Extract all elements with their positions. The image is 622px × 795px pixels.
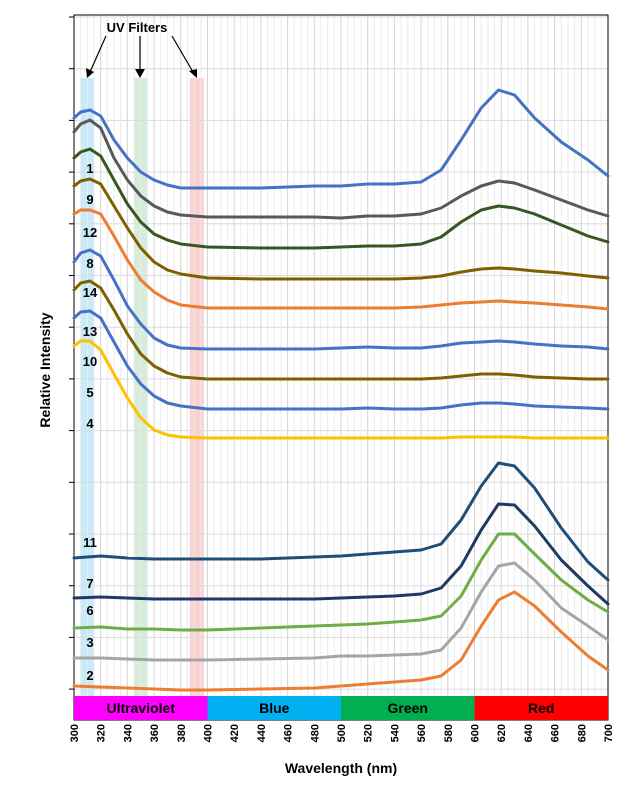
- series-line-4: [72, 339, 610, 440]
- x-tick-label: 700: [603, 724, 615, 742]
- series-line-2: [72, 590, 610, 692]
- band-label-blue: Blue: [259, 700, 290, 716]
- x-tick-label: 540: [389, 724, 401, 742]
- band-ultraviolet: [74, 696, 208, 720]
- x-tick-label: 680: [576, 724, 588, 742]
- series-line-3: [72, 561, 610, 662]
- series-labels: 1 9 12 8 14 13 10 5 4 11 7 6 3 2: [83, 161, 98, 683]
- x-tick-label: 360: [149, 724, 161, 742]
- series-label-9: 9: [86, 192, 93, 207]
- series-label-7: 7: [86, 576, 93, 591]
- series-label-11: 11: [83, 535, 97, 550]
- series-label-8: 8: [86, 256, 93, 271]
- arrow-line-1: [89, 35, 107, 73]
- series-line-9: [72, 118, 610, 220]
- series-line-5: [72, 309, 610, 411]
- x-tick-label: 580: [443, 724, 455, 742]
- series-label-12: 12: [83, 225, 97, 240]
- series-label-5: 5: [86, 385, 93, 400]
- y-axis-label: Relative Intensity: [37, 312, 53, 427]
- x-tick-label: 380: [176, 724, 188, 742]
- series-label-3: 3: [86, 635, 93, 650]
- band-label-green: Green: [388, 700, 428, 716]
- series-lines: [72, 88, 610, 692]
- x-tick-label: 340: [122, 724, 134, 742]
- series-line-7: [72, 502, 610, 606]
- band-green: [341, 696, 475, 720]
- y-tick-marks: [69, 16, 74, 690]
- series-line-14: [72, 208, 610, 311]
- x-tick-label: 300: [69, 724, 81, 742]
- arrow-line-3: [171, 35, 194, 73]
- series-line-12: [72, 147, 610, 250]
- x-tick-label: 500: [336, 724, 348, 742]
- series-line-8: [72, 177, 610, 281]
- series-label-4: 4: [86, 416, 94, 431]
- series-label-6: 6: [86, 603, 93, 618]
- uv-filter-arrows: [86, 35, 197, 78]
- series-label-10: 10: [83, 354, 97, 369]
- x-tick-label: 620: [496, 724, 508, 742]
- band-label-red: Red: [528, 700, 554, 716]
- series-label-13: 13: [83, 324, 97, 339]
- spectral-bands: Ultraviolet Blue Green Red: [74, 696, 608, 720]
- series-label-1: 1: [86, 161, 93, 176]
- band-blue: [207, 696, 341, 720]
- band-red: [474, 696, 608, 720]
- series-label-14: 14: [83, 285, 98, 300]
- arrow-head-3: [189, 69, 197, 78]
- x-tick-label: 660: [550, 724, 562, 742]
- x-axis-label: Wavelength (nm): [285, 760, 397, 776]
- x-tick-label: 400: [203, 724, 215, 742]
- x-tick-label: 560: [416, 724, 428, 742]
- arrow-head-1: [86, 68, 94, 78]
- x-tick-label: 440: [256, 724, 268, 742]
- series-line-6: [72, 532, 610, 632]
- x-tick-label: 320: [96, 724, 108, 742]
- x-tick-label: 640: [523, 724, 535, 742]
- series-line-10: [72, 279, 610, 381]
- uv-filters-annotation: UV Filters: [107, 20, 168, 35]
- uv-filter-band-3: [189, 78, 204, 720]
- gridlines: [73, 15, 609, 720]
- x-tick-label: 480: [309, 724, 321, 742]
- band-label-ultraviolet: Ultraviolet: [107, 700, 176, 716]
- x-tick-label: 600: [470, 724, 482, 742]
- series-line-11: [72, 461, 610, 582]
- series-label-2: 2: [86, 668, 93, 683]
- series-line-13: [72, 248, 610, 351]
- x-tick-label: 520: [363, 724, 375, 742]
- series-line-1: [72, 88, 610, 190]
- x-tick-label: 460: [283, 724, 295, 742]
- arrow-head-2: [135, 69, 145, 78]
- x-tick-labels: 300 320 340 360 380 400 420 440 460 480 500 520 540 5…: [69, 724, 615, 742]
- x-tick-label: 420: [229, 724, 241, 742]
